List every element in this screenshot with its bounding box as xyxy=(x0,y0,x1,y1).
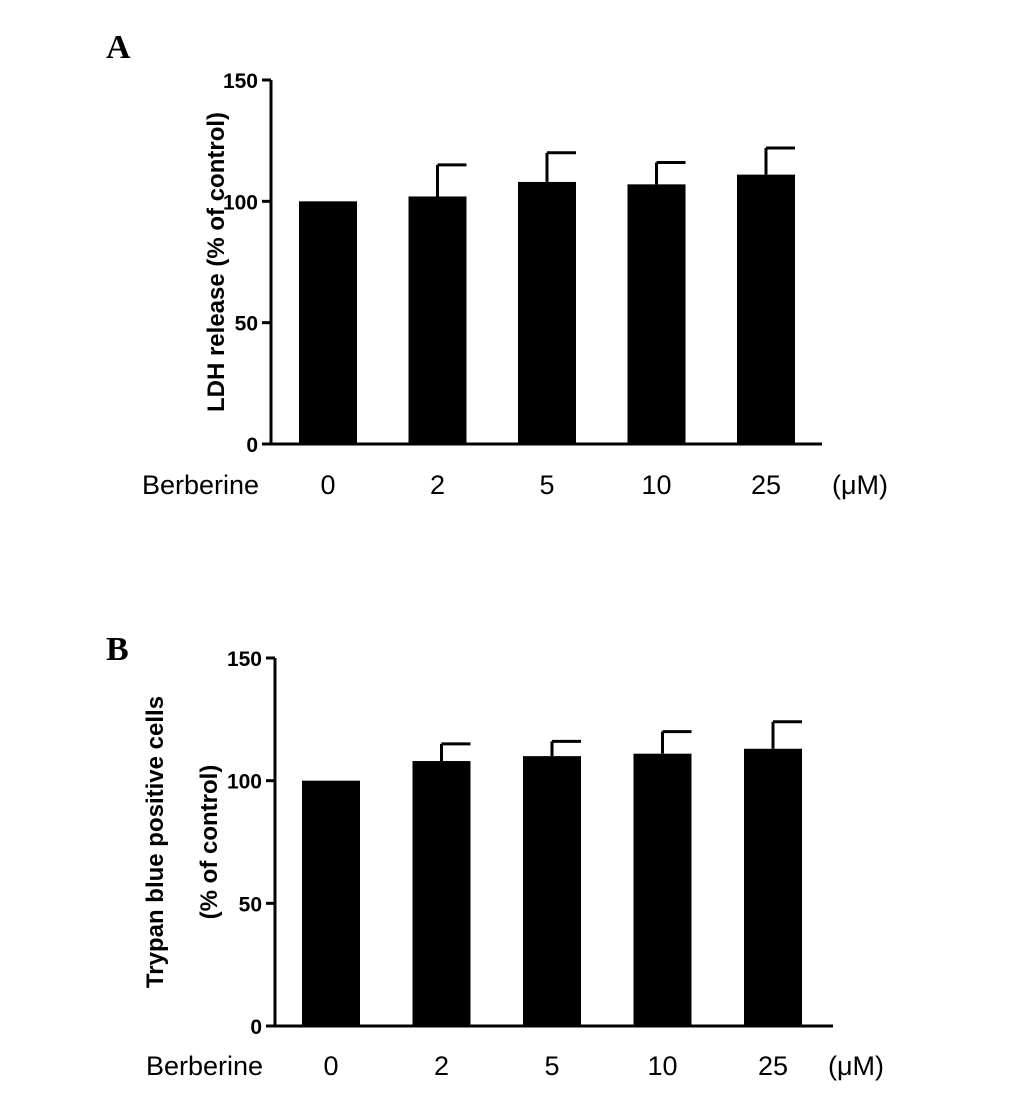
x-tick-label: 5 xyxy=(539,470,554,500)
panel-letter: B xyxy=(106,631,129,668)
error-bar xyxy=(440,742,471,762)
bar xyxy=(523,756,581,1026)
error-bar xyxy=(771,720,802,749)
y-tick-label: 0 xyxy=(250,1016,262,1039)
group-label: Berberine xyxy=(142,470,259,500)
error-bar xyxy=(436,163,467,197)
bar xyxy=(412,761,471,1026)
y-tick-label: 50 xyxy=(235,313,258,336)
y-tick-label: 100 xyxy=(227,771,262,794)
x-tick-label: 5 xyxy=(544,1051,559,1081)
x-tick-label: 0 xyxy=(323,1051,338,1081)
error-bar xyxy=(655,161,686,185)
bar xyxy=(408,196,467,444)
unit-label: (μM) xyxy=(832,470,888,500)
bar xyxy=(518,181,576,445)
y-tick-label: 150 xyxy=(223,70,258,93)
bar xyxy=(744,748,802,1026)
error-bar xyxy=(661,730,692,754)
unit-label: (μM) xyxy=(828,1051,884,1081)
error-bar xyxy=(550,739,581,757)
x-tick-label: 10 xyxy=(647,1051,677,1081)
y-tick-label: 150 xyxy=(227,648,262,671)
bar xyxy=(627,184,686,444)
bar xyxy=(302,780,360,1026)
error-bar xyxy=(764,146,795,175)
bar xyxy=(737,174,795,444)
y-axis-label: LDH release (% of control) xyxy=(203,112,230,412)
x-tick-label: 2 xyxy=(430,470,445,500)
x-tick-label: 0 xyxy=(320,470,335,500)
error-bar xyxy=(545,151,576,182)
x-tick-label: 10 xyxy=(641,470,671,500)
y-axis-label: Trypan blue positive cells xyxy=(142,696,169,988)
group-label: Berberine xyxy=(146,1051,263,1081)
x-tick-label: 25 xyxy=(758,1051,788,1081)
bar xyxy=(299,201,357,444)
y-tick-label: 0 xyxy=(246,434,258,457)
x-tick-label: 2 xyxy=(434,1051,449,1081)
y-axis-label: (% of control) xyxy=(196,765,223,920)
x-tick-label: 25 xyxy=(751,470,781,500)
y-tick-label: 50 xyxy=(239,893,262,916)
y-tick-label: 100 xyxy=(223,191,258,214)
bar xyxy=(633,753,692,1026)
panel-letter: A xyxy=(106,29,131,66)
